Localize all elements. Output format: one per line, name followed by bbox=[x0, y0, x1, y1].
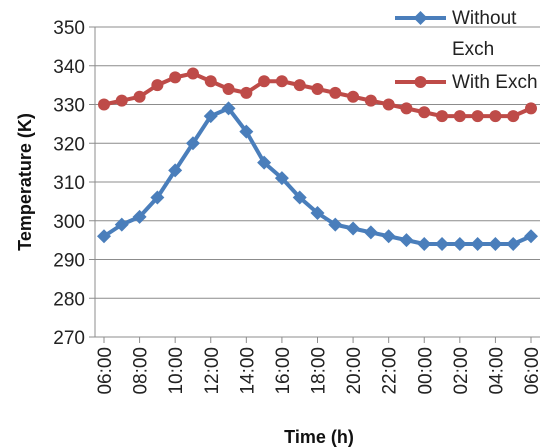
series-1-point-22 bbox=[489, 110, 502, 123]
y-tick-label-330: 330 bbox=[53, 96, 85, 117]
series-1-point-24 bbox=[525, 102, 537, 115]
series-1-point-9 bbox=[258, 75, 271, 88]
series-0-point-11 bbox=[292, 190, 307, 205]
legend-swatch-marker-1 bbox=[414, 76, 427, 88]
series-0-point-5 bbox=[185, 136, 200, 151]
series-1-point-6 bbox=[204, 75, 217, 88]
x-tick-label-5: 16:00 bbox=[273, 347, 294, 395]
series-0-point-23 bbox=[506, 237, 521, 251]
series-0-line bbox=[102, 106, 532, 246]
series-1-point-4 bbox=[169, 71, 182, 84]
series-0-point-16 bbox=[381, 229, 396, 244]
x-axis-title: Time (h) bbox=[284, 427, 354, 447]
series-0-point-20 bbox=[452, 237, 467, 251]
y-axis-title: Temperature (K) bbox=[15, 113, 35, 251]
x-tick-label-4: 14:00 bbox=[237, 347, 258, 395]
legend-label-0-line-1: Exch bbox=[452, 39, 494, 60]
y-tick-label-270: 270 bbox=[53, 328, 85, 349]
y-tick-label-310: 310 bbox=[53, 173, 85, 194]
series-1-point-16 bbox=[382, 98, 395, 111]
x-tick-label-1: 08:00 bbox=[131, 347, 152, 395]
series-1-point-1 bbox=[115, 94, 128, 107]
series-0-point-13 bbox=[328, 217, 343, 232]
y-tick-label-320: 320 bbox=[53, 134, 85, 155]
legend-label-1: With Exch bbox=[452, 72, 538, 93]
y-tick-label-280: 280 bbox=[53, 289, 85, 310]
series-0-point-14 bbox=[346, 221, 361, 236]
series-0-point-19 bbox=[435, 237, 450, 251]
series-0-point-3 bbox=[150, 190, 165, 205]
y-tick-labels: 270 280 290 300 310 320 330 340 350 bbox=[53, 18, 85, 349]
series-1-point-17 bbox=[400, 102, 413, 115]
series-1-point-5 bbox=[186, 67, 199, 80]
series-0-point-4 bbox=[168, 163, 183, 178]
series-1-point-2 bbox=[133, 90, 146, 103]
series-0-point-0 bbox=[97, 229, 111, 244]
series-0-point-21 bbox=[470, 237, 485, 251]
series-1-point-10 bbox=[275, 75, 288, 88]
series-0-point-9 bbox=[257, 155, 272, 170]
x-tick-label-3: 12:00 bbox=[202, 347, 223, 395]
gridlines bbox=[89, 26, 540, 338]
y-tick-label-340: 340 bbox=[53, 57, 85, 78]
x-tick-label-6: 18:00 bbox=[309, 347, 330, 395]
series-0-point-8 bbox=[239, 124, 254, 139]
series bbox=[97, 67, 538, 251]
x-tick-label-10: 02:00 bbox=[451, 347, 472, 395]
series-0-point-12 bbox=[310, 206, 325, 220]
y-tick-label-290: 290 bbox=[53, 251, 85, 272]
series-1-point-11 bbox=[293, 79, 306, 92]
series-1-point-3 bbox=[151, 79, 164, 92]
series-1-point-7 bbox=[222, 83, 235, 95]
series-1-point-13 bbox=[329, 86, 342, 99]
series-1-point-21 bbox=[471, 110, 484, 123]
legend: Without Exch With Exch bbox=[395, 8, 538, 93]
x-tick-label-9: 00:00 bbox=[415, 347, 436, 395]
series-1 bbox=[98, 67, 537, 123]
series-0-point-10 bbox=[274, 171, 289, 186]
series-1-point-8 bbox=[240, 86, 253, 99]
y-tick-label-350: 350 bbox=[53, 18, 85, 39]
x-tick-label-11: 04:00 bbox=[486, 347, 507, 395]
series-0-point-24 bbox=[524, 229, 538, 244]
series-1-point-20 bbox=[453, 110, 466, 123]
x-tick-label-7: 20:00 bbox=[344, 347, 365, 395]
series-0-point-22 bbox=[488, 237, 503, 251]
x-tick-labels: 06:00 08:00 10:00 12:00 14:00 16:00 18:00 20:00… bbox=[95, 337, 543, 395]
series-0-point-7 bbox=[221, 101, 236, 116]
series-1-point-12 bbox=[311, 83, 324, 95]
series-0-point-18 bbox=[417, 237, 432, 251]
series-0-point-1 bbox=[114, 217, 129, 232]
series-0-point-15 bbox=[363, 225, 378, 240]
x-tick-label-2: 10:00 bbox=[166, 347, 187, 395]
series-0-point-6 bbox=[203, 109, 218, 124]
x-tick-label-8: 22:00 bbox=[380, 347, 401, 395]
series-1-point-18 bbox=[418, 106, 431, 119]
y-tick-label-300: 300 bbox=[53, 212, 85, 233]
series-1-point-19 bbox=[436, 110, 449, 123]
series-0-point-2 bbox=[132, 209, 147, 224]
legend-label-0-line-0: Without bbox=[452, 8, 517, 29]
series-1-point-14 bbox=[347, 90, 360, 103]
series-0-point-17 bbox=[399, 233, 414, 248]
x-tick-label-0: 06:00 bbox=[95, 347, 116, 395]
series-1-point-0 bbox=[98, 98, 110, 111]
x-tick-label-12: 06:00 bbox=[522, 347, 543, 395]
series-0 bbox=[97, 101, 538, 251]
legend-swatch-marker-0 bbox=[413, 11, 428, 25]
series-1-point-15 bbox=[364, 94, 377, 107]
series-1-point-23 bbox=[507, 110, 520, 123]
